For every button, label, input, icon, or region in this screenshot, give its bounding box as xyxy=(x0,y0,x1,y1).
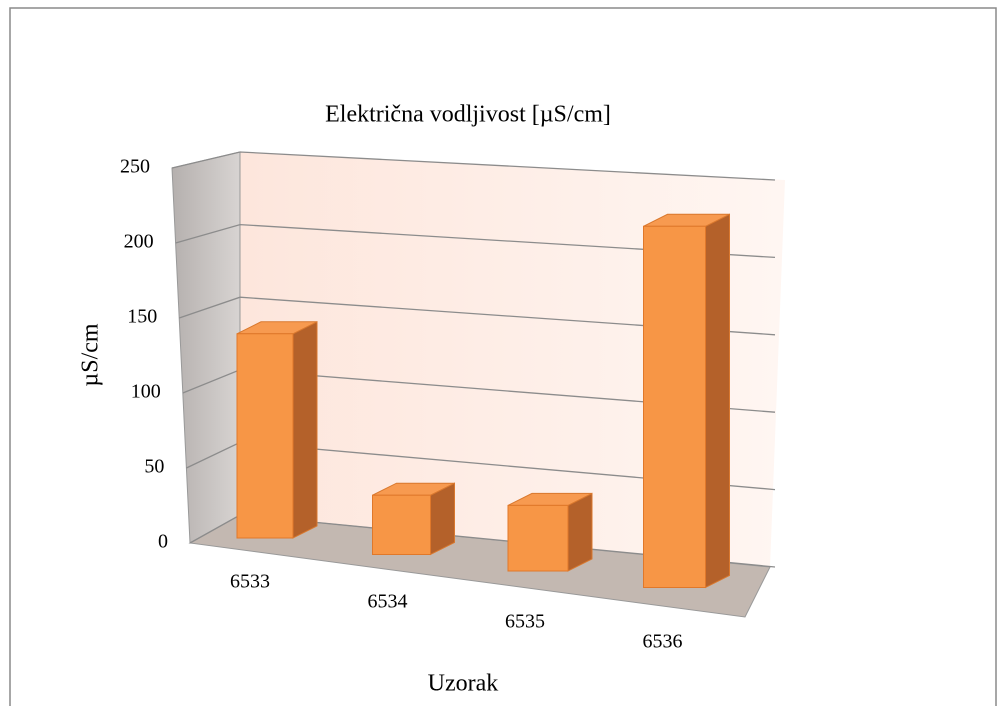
chart-title: Električna vodljivost [µS/cm] xyxy=(325,102,611,128)
grid-line xyxy=(178,296,776,336)
x-axis-title: Uzorak xyxy=(428,671,499,697)
y-tick-label: 0 xyxy=(158,531,168,553)
y-axis-title: µS/cm xyxy=(78,323,104,386)
x-tick-label: 6535 xyxy=(505,611,545,633)
bar xyxy=(643,225,706,589)
chart-border xyxy=(9,7,997,706)
grid-line xyxy=(175,223,776,259)
y-tick-label: 50 xyxy=(144,456,164,478)
x-tick-label: 6533 xyxy=(230,571,270,593)
bar-side xyxy=(567,492,593,572)
bar-side xyxy=(705,213,730,589)
x-tick-label: 6534 xyxy=(368,591,408,613)
y-tick-label: 150 xyxy=(127,306,157,328)
bar-side xyxy=(292,320,318,539)
side-wall xyxy=(171,151,241,544)
x-tick-label: 6536 xyxy=(643,631,683,653)
bar xyxy=(372,494,431,555)
y-tick-label: 200 xyxy=(124,231,154,253)
y-tick-label: 100 xyxy=(131,381,161,403)
bar xyxy=(236,333,294,539)
y-tick-label: 250 xyxy=(120,156,150,178)
grid-line xyxy=(171,151,776,181)
bar xyxy=(507,504,569,572)
